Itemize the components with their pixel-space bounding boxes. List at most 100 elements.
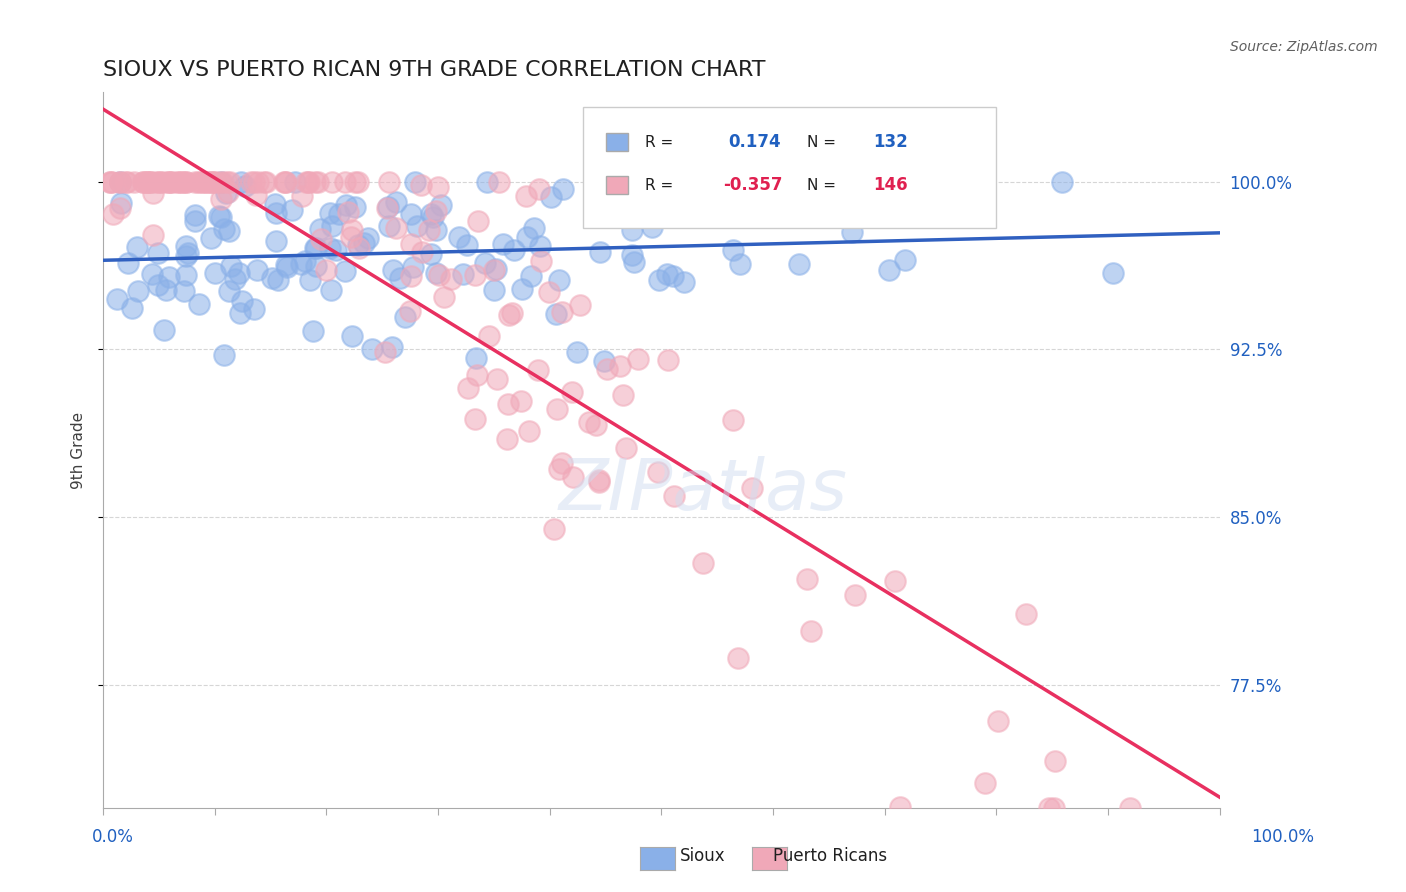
Point <box>440 272 463 286</box>
Point <box>231 175 253 189</box>
Point <box>530 254 553 268</box>
Point <box>321 284 343 298</box>
Point <box>588 475 610 489</box>
Point <box>254 175 277 189</box>
Point <box>266 234 288 248</box>
Point <box>148 175 170 189</box>
Point <box>218 224 240 238</box>
Text: N =: N = <box>807 178 835 193</box>
Point <box>274 258 297 272</box>
Point <box>647 465 669 479</box>
Point <box>1042 800 1064 814</box>
Point <box>377 200 399 214</box>
Point <box>239 175 262 189</box>
Point <box>620 247 643 261</box>
Point <box>243 302 266 317</box>
Y-axis label: 9th Grade: 9th Grade <box>72 411 86 489</box>
Point <box>399 303 422 318</box>
Text: N =: N = <box>807 135 835 150</box>
Point <box>195 175 218 189</box>
Point <box>427 180 450 194</box>
Point <box>640 219 662 234</box>
Point <box>1038 800 1060 814</box>
Text: Puerto Ricans: Puerto Ricans <box>773 847 887 865</box>
Point <box>1119 800 1142 814</box>
Point <box>321 175 343 189</box>
Point <box>546 402 568 417</box>
Point <box>110 196 132 211</box>
Point <box>482 263 505 277</box>
Text: 132: 132 <box>873 133 908 152</box>
Point <box>609 359 631 373</box>
Point <box>153 323 176 337</box>
Point <box>553 182 575 196</box>
Point <box>405 219 427 234</box>
Point <box>347 175 370 189</box>
Point <box>589 245 612 260</box>
Point <box>593 353 616 368</box>
Point <box>465 368 488 382</box>
Text: -0.357: -0.357 <box>723 177 782 194</box>
Point <box>527 363 550 377</box>
Point <box>155 284 177 298</box>
Point <box>304 175 326 189</box>
Point <box>548 273 571 287</box>
Point <box>340 223 363 237</box>
Point <box>692 557 714 571</box>
Point <box>595 362 617 376</box>
Point <box>122 175 145 189</box>
Point <box>485 262 508 277</box>
Point <box>974 776 997 790</box>
Point <box>402 260 425 274</box>
Point <box>510 393 533 408</box>
Point <box>879 263 901 277</box>
Point <box>284 175 307 189</box>
Point <box>215 186 238 200</box>
Point <box>246 262 269 277</box>
Point <box>565 345 588 359</box>
Point <box>212 222 235 236</box>
Point <box>800 624 823 638</box>
Point <box>131 175 153 189</box>
Point <box>98 175 121 189</box>
Point <box>172 175 194 189</box>
Text: R =: R = <box>644 135 673 150</box>
Point <box>194 175 217 189</box>
Point <box>388 271 411 285</box>
Point <box>228 266 250 280</box>
Point <box>655 267 678 281</box>
Point <box>561 384 583 399</box>
Point <box>208 209 231 223</box>
Point <box>274 175 297 189</box>
Point <box>218 285 240 299</box>
Text: SIOUX VS PUERTO RICAN 9TH GRADE CORRELATION CHART: SIOUX VS PUERTO RICAN 9TH GRADE CORRELAT… <box>103 60 765 79</box>
FancyBboxPatch shape <box>583 106 997 228</box>
Point <box>305 241 328 255</box>
Point <box>342 329 364 343</box>
Point <box>204 266 226 280</box>
Point <box>307 175 329 189</box>
Point <box>309 232 332 246</box>
Point <box>381 262 404 277</box>
Point <box>115 175 138 189</box>
Point <box>108 175 131 189</box>
Point <box>529 239 551 253</box>
Point <box>1101 267 1123 281</box>
Point <box>108 201 131 215</box>
Point <box>209 175 232 189</box>
Point <box>796 572 818 586</box>
Point <box>889 800 911 814</box>
Point <box>204 175 226 189</box>
Point <box>295 175 318 189</box>
Point <box>492 236 515 251</box>
Point <box>291 189 314 203</box>
Point <box>496 397 519 411</box>
Point <box>515 188 537 202</box>
Point <box>110 175 132 189</box>
Point <box>544 307 567 321</box>
Point <box>510 281 533 295</box>
Point <box>399 236 422 251</box>
Point <box>328 207 350 221</box>
Point <box>986 714 1008 728</box>
Point <box>187 297 209 311</box>
